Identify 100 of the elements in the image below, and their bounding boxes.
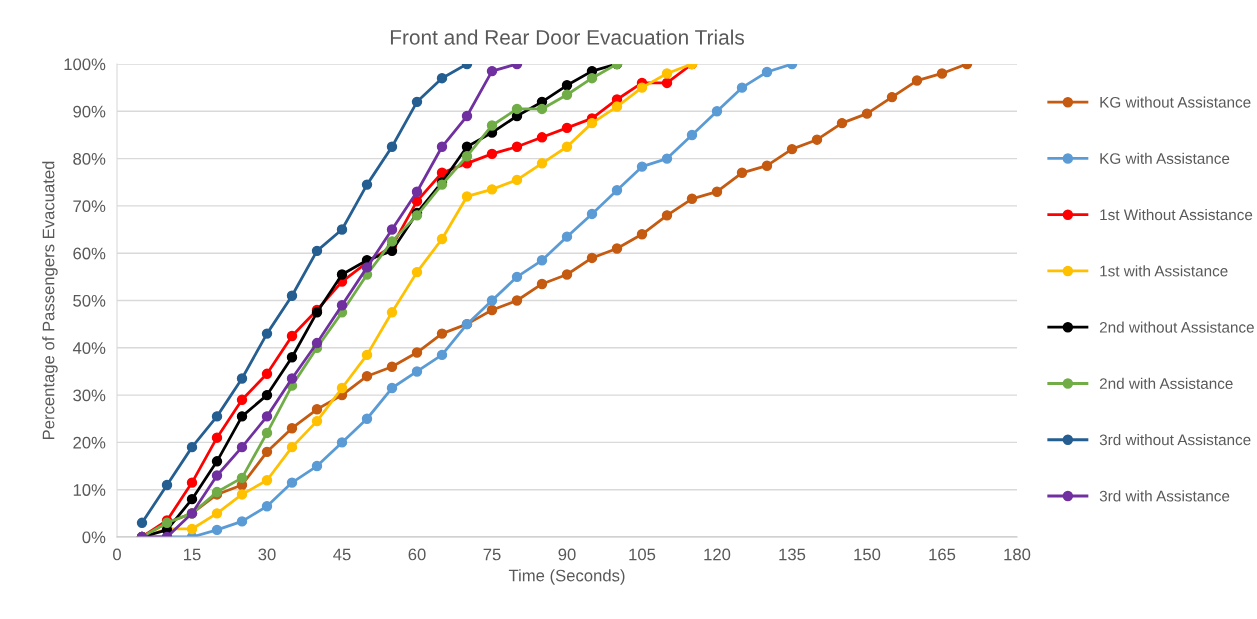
point [186,441,198,453]
point [586,252,598,264]
y-tick-label: 30% [73,389,106,402]
point [736,82,748,93]
point [461,141,473,152]
point [436,141,448,152]
point [411,186,423,197]
point [186,493,198,505]
point [361,413,373,424]
point [911,75,923,86]
point [886,91,898,103]
point [361,349,373,361]
legend-label: KG with Assistance [1100,152,1230,164]
point [261,446,273,458]
point [686,129,698,141]
point [411,266,423,278]
point [386,361,398,372]
point [461,151,473,162]
x-tick-label: 90 [558,548,576,561]
point [636,161,648,172]
y-tick-label: 90% [73,105,106,118]
legend-label: 2nd without Assistance [1099,321,1254,333]
point [211,456,223,467]
x-axis-title: Time (Seconds) [508,569,625,585]
point [586,72,598,84]
point [536,158,548,169]
point [711,186,723,197]
legend-label: 3rd with Assistance [1099,490,1230,502]
point [661,153,673,164]
point [536,278,548,290]
point [186,523,198,535]
point [236,394,248,406]
point [611,243,623,254]
y-tick-label: 60% [73,247,106,260]
point [311,337,323,349]
legend-label: KG without Assistance [1100,96,1251,108]
x-tick-label: 120 [704,548,731,561]
point [311,415,323,427]
point [636,82,648,93]
point [736,167,748,178]
point [436,328,448,339]
point [786,143,798,155]
point [536,103,548,115]
point [586,117,598,129]
point [811,134,823,145]
point [386,236,398,247]
y-tick-label: 20% [73,436,106,449]
y-tick-label: 100% [64,58,106,71]
point [411,96,423,108]
point [436,233,448,245]
x-tick-label: 15 [184,548,201,561]
point [561,80,573,91]
x-tick-label: 60 [408,548,426,561]
point [561,141,573,152]
point [261,501,273,512]
point [386,245,398,257]
point [361,262,373,273]
point [311,245,323,257]
x-tick-label: 105 [629,548,656,561]
point [336,224,348,235]
point [511,174,523,186]
point [261,328,273,339]
point [236,516,248,527]
point [511,141,523,152]
point [836,117,848,129]
y-tick-label: 40% [72,342,106,354]
point [486,184,498,195]
point [211,432,223,443]
point [511,295,523,306]
point [261,475,273,486]
point [261,389,273,401]
point [936,68,948,79]
point [611,101,623,112]
point [211,470,223,481]
chart-title: Front and Rear Door Evacuation Trials [390,29,745,45]
y-axis-title: Percentage of Passengers Evacuated [42,161,58,440]
point [636,229,648,240]
point [486,120,498,131]
point [286,441,298,453]
legend-label: 3rd without Assistance [1099,434,1251,446]
point [436,349,448,361]
point [286,477,298,488]
x-tick-label: 30 [258,548,276,561]
point [311,460,323,472]
point [661,210,673,221]
point [761,160,773,171]
x-tick-label: 165 [929,548,956,561]
point [411,347,423,358]
point [461,110,473,122]
point [761,66,773,78]
point [511,271,523,283]
point [661,77,673,89]
point [711,106,723,117]
legend-label: 1st with Assistance [1100,265,1228,277]
point [211,524,223,536]
point [236,441,248,453]
point [311,404,323,415]
point [211,508,223,519]
point [486,304,498,316]
point [261,427,273,439]
